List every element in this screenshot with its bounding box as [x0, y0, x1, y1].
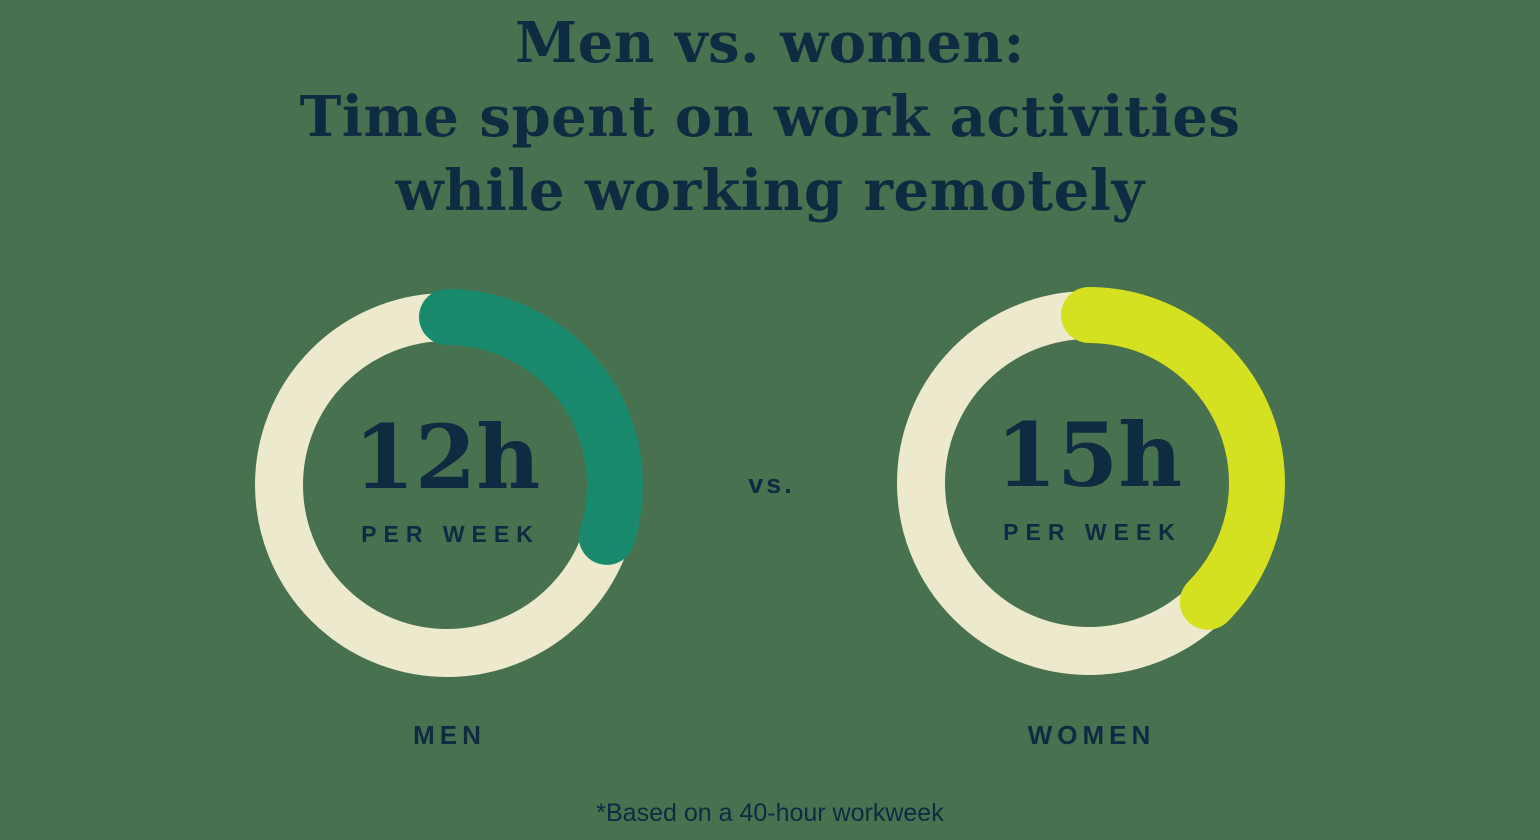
chart-title: Men vs. women: Time spent on work activi… — [0, 6, 1540, 228]
footnote-text: *Based on a 40-hour workweek — [596, 799, 944, 827]
donut-chart-men: 12h PER WEEK — [247, 285, 647, 685]
donut-value-men: 12h — [353, 405, 541, 509]
category-label-women: WOMEN — [1027, 720, 1156, 750]
donut-unit-label-women: PER WEEK — [1003, 519, 1182, 545]
donut-arc-men — [419, 289, 643, 565]
donut-unit-label-men: PER WEEK — [361, 521, 540, 547]
vs-separator-label: vs. — [748, 469, 795, 499]
chart-title-line-2: Time spent on work activities — [299, 84, 1241, 150]
donut-svg-men — [255, 289, 643, 677]
donut-svg-women — [897, 287, 1285, 675]
chart-title-line-3: while working remotely — [395, 158, 1145, 224]
donut-chart-women: 15h PER WEEK — [889, 283, 1289, 683]
donut-arc-women — [1061, 287, 1285, 630]
donut-value-women: 15h — [995, 403, 1183, 507]
category-label-men: MEN — [413, 720, 486, 750]
chart-title-line-1: Men vs. women: — [515, 10, 1025, 76]
